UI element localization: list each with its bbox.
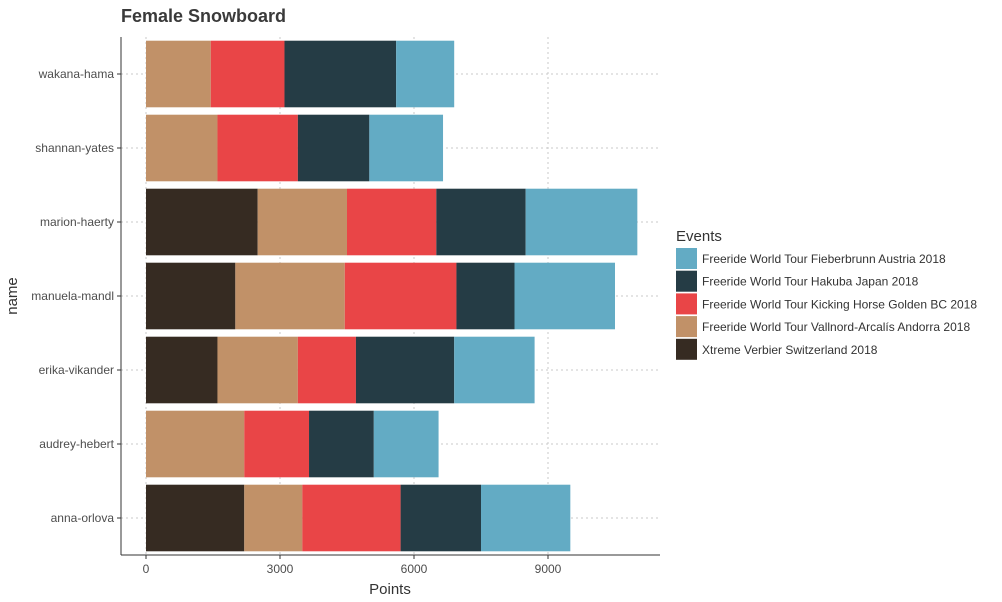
bar-segment bbox=[235, 262, 345, 330]
bar-segment bbox=[146, 410, 245, 478]
bar-segment bbox=[481, 484, 571, 552]
bar-segment bbox=[244, 484, 303, 552]
bar-segment bbox=[400, 484, 481, 552]
legend-label: Xtreme Verbier Switzerland 2018 bbox=[702, 343, 878, 357]
bar-segment bbox=[456, 262, 515, 330]
bar-segment bbox=[525, 188, 638, 256]
legend-key bbox=[676, 293, 697, 315]
chart-title: Female Snowboard bbox=[121, 6, 286, 26]
y-tick-label: marion-haerty bbox=[40, 215, 114, 229]
legend-key bbox=[676, 316, 697, 338]
legend-key bbox=[676, 270, 697, 292]
tick-labels: 0 3000 6000 9000 anna-orlova audrey-hebert eri… bbox=[31, 67, 561, 576]
bar-segment bbox=[369, 114, 444, 182]
legend-key bbox=[676, 248, 697, 269]
legend-label: Freeride World Tour Fieberbrunn Austria … bbox=[702, 252, 946, 266]
y-tick-label: manuela-mandl bbox=[31, 289, 114, 303]
bar-segment bbox=[217, 336, 298, 404]
legend: Events Freeride World Tour Fieberbrunn A… bbox=[676, 228, 977, 360]
x-tick-label: 0 bbox=[143, 562, 150, 576]
bar-segment bbox=[146, 484, 245, 552]
bar-segment bbox=[146, 336, 218, 404]
bar-segment bbox=[309, 410, 374, 478]
bar-segment bbox=[244, 410, 310, 478]
y-axis-title: name bbox=[4, 277, 21, 315]
bar-segment bbox=[297, 114, 370, 182]
bar-segment bbox=[373, 410, 439, 478]
bar-segment bbox=[514, 262, 615, 330]
y-tick-label: shannan-yates bbox=[35, 141, 114, 155]
legend-title: Events bbox=[676, 228, 722, 245]
bar-segment bbox=[146, 40, 211, 108]
y-tick-label: audrey-hebert bbox=[39, 437, 114, 451]
legend-label: Freeride World Tour Kicking Horse Golden… bbox=[702, 297, 977, 311]
bar-segment bbox=[302, 484, 401, 552]
bar-segment bbox=[396, 40, 455, 108]
x-tick-label: 3000 bbox=[267, 562, 294, 576]
x-axis-title: Points bbox=[369, 581, 411, 598]
bars bbox=[146, 40, 638, 552]
bar-segment bbox=[297, 336, 356, 404]
bar-segment bbox=[217, 114, 298, 182]
bar-segment bbox=[257, 188, 347, 256]
legend-label: Freeride World Tour Vallnord-Arcalís And… bbox=[702, 320, 970, 334]
x-tick-label: 9000 bbox=[535, 562, 562, 576]
bar-segment bbox=[454, 336, 535, 404]
bar-segment bbox=[347, 188, 437, 256]
y-tick-label: wakana-hama bbox=[38, 67, 115, 81]
legend-label: Freeride World Tour Hakuba Japan 2018 bbox=[702, 275, 919, 289]
bar-segment bbox=[344, 262, 457, 330]
bar-segment bbox=[146, 114, 218, 182]
bar-segment bbox=[210, 40, 285, 108]
x-tick-label: 6000 bbox=[401, 562, 428, 576]
y-tick-label: anna-orlova bbox=[51, 511, 115, 525]
bar-segment bbox=[436, 188, 526, 256]
bar-segment bbox=[284, 40, 397, 108]
legend-key bbox=[676, 338, 697, 360]
y-tick-label: erika-vikander bbox=[39, 363, 114, 377]
bar-segment bbox=[146, 262, 236, 330]
bar-segment bbox=[146, 188, 258, 256]
bar-segment bbox=[355, 336, 455, 404]
